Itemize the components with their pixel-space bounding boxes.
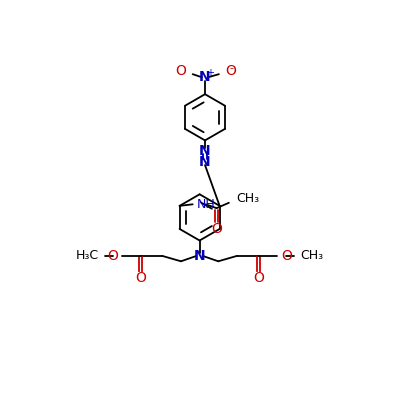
Text: CH₃: CH₃	[236, 192, 260, 206]
Text: O: O	[108, 249, 118, 263]
Text: CH₃: CH₃	[300, 250, 324, 262]
Text: O: O	[176, 64, 186, 78]
Text: O: O	[281, 249, 292, 263]
Text: O: O	[253, 271, 264, 285]
Text: O: O	[225, 64, 236, 78]
Text: N: N	[194, 249, 206, 263]
Text: O: O	[135, 271, 146, 285]
Text: -: -	[230, 63, 234, 73]
Text: N: N	[199, 155, 211, 169]
Text: +: +	[206, 68, 214, 78]
Text: O: O	[211, 222, 222, 236]
Text: NH: NH	[196, 198, 215, 211]
Text: N: N	[199, 144, 211, 158]
Text: N: N	[199, 70, 211, 84]
Text: H₃C: H₃C	[76, 250, 99, 262]
